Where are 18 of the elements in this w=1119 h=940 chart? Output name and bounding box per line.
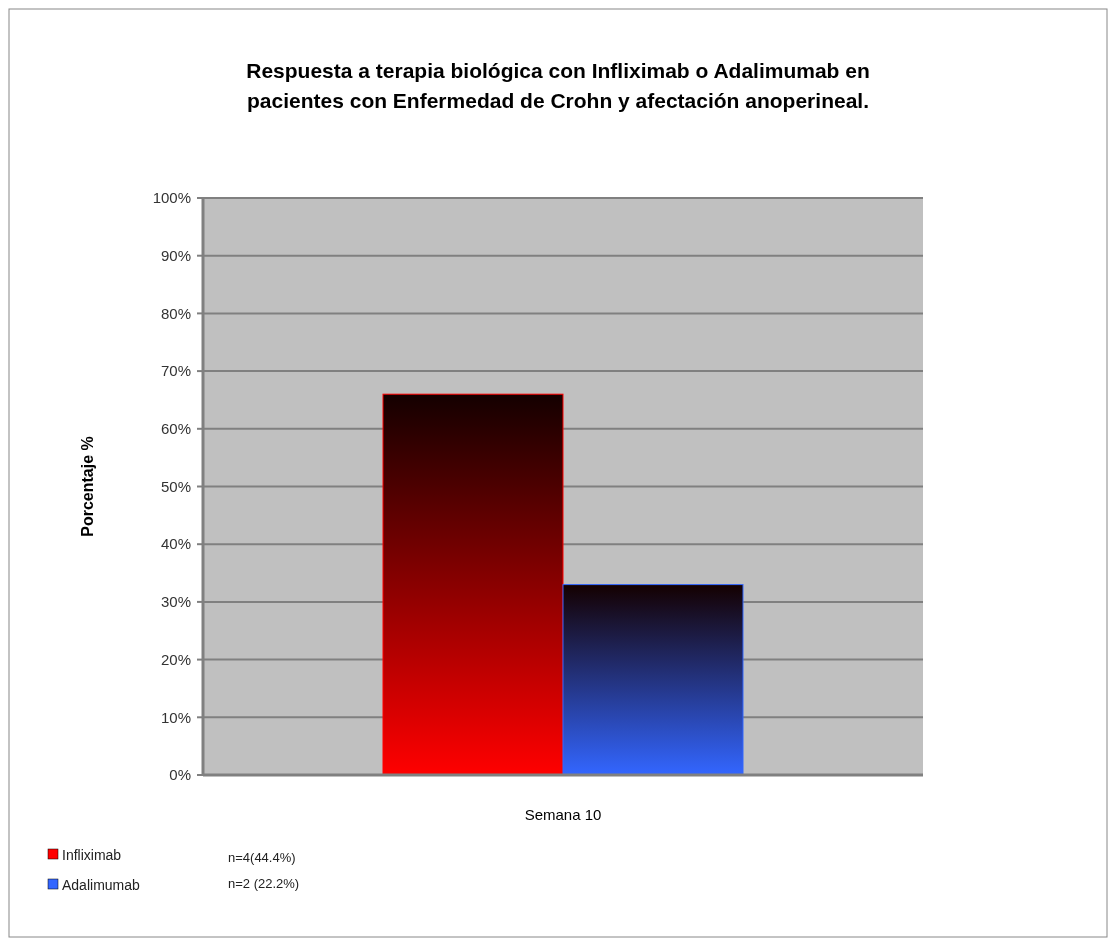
y-axis-title: Porcentaje % [79, 436, 96, 537]
y-tick-label: 30% [160, 593, 191, 611]
legend-label: Adalimumab [62, 876, 141, 893]
y-tick-label: 20% [160, 650, 191, 668]
y-tick-label: 10% [160, 708, 191, 726]
y-tick-label: 80% [160, 304, 191, 322]
chart-title: Respuesta a terapia biológica con Infliximab o Adalimumab en pacientes con Enfermedad de Crohn y afectación anoperineal. [246, 59, 870, 112]
y-tick-label: 40% [160, 535, 191, 553]
y-tick-label: 0% [169, 766, 191, 784]
y-tick-label: 70% [160, 362, 191, 380]
y-tick-label: 60% [160, 420, 191, 438]
y-tick-label: 50% [160, 477, 191, 495]
text: n=2 (22.2%) [228, 875, 300, 891]
legend-label: Infliximab [62, 846, 122, 863]
text: n=4(44.4%) [228, 849, 296, 865]
y-tick-label: 100% [152, 189, 191, 207]
x-tick-label: Semana 10 [524, 806, 602, 823]
y-tick-label: 90% [160, 246, 191, 264]
